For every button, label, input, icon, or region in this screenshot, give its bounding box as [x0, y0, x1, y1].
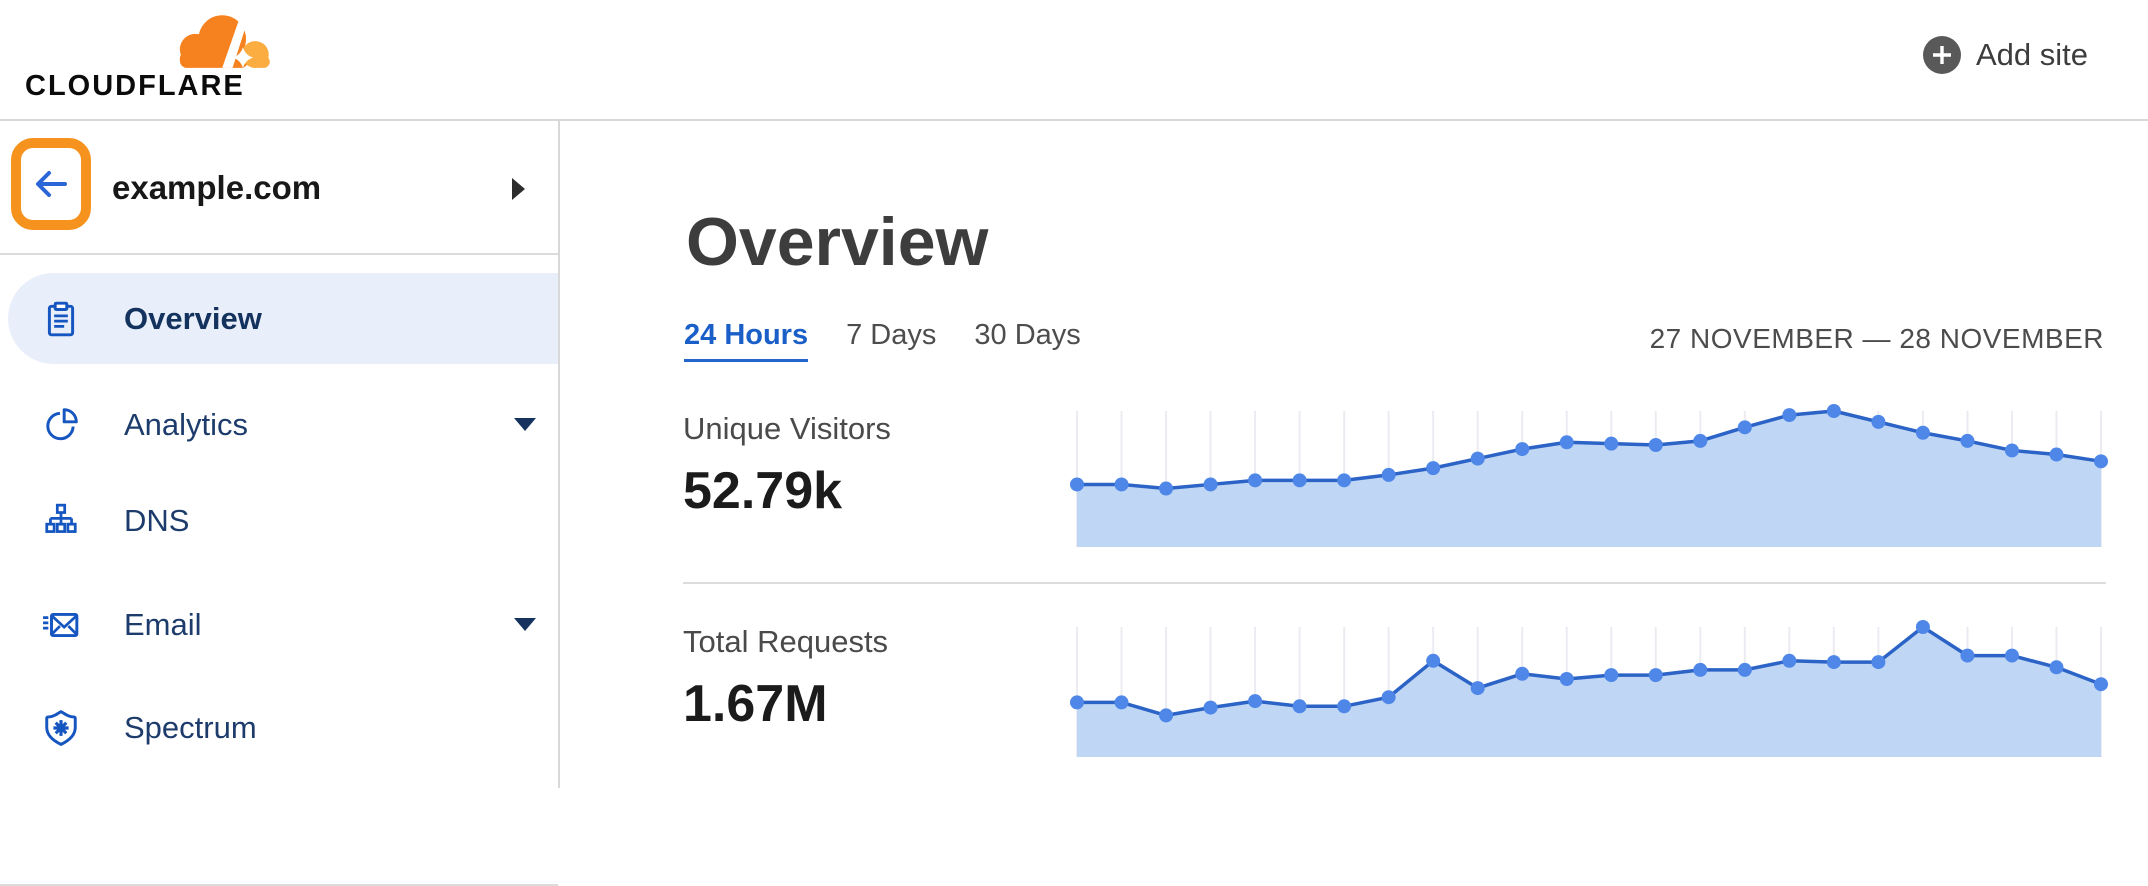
- total-requests-chart[interactable]: [1070, 620, 2108, 757]
- sidebar-item-label: Spectrum: [124, 710, 257, 745]
- add-site-button[interactable]: Add site: [1922, 32, 2088, 78]
- shield-icon: [45, 710, 77, 746]
- unique-visitors-chart[interactable]: [1070, 404, 2108, 547]
- sidebar: example.com Overview Analytics: [0, 121, 560, 886]
- section-divider: [683, 582, 2106, 584]
- envelope-icon: [43, 612, 79, 638]
- annotation-highlight: [11, 138, 91, 230]
- chevron-down-icon[interactable]: [514, 618, 536, 632]
- add-site-label: Add site: [1975, 37, 2088, 72]
- sidebar-item-email[interactable]: Email: [0, 594, 558, 656]
- chevron-right-icon[interactable]: [512, 178, 526, 200]
- network-icon: [45, 503, 77, 533]
- metric-value-total-requests: 1.67M: [683, 675, 828, 733]
- cloudflare-logo[interactable]: CLOUDFLARE: [25, 6, 270, 114]
- sidebar-item-analytics[interactable]: Analytics: [0, 394, 558, 456]
- site-switcher-row: example.com: [0, 121, 558, 255]
- clipboard-icon: [47, 301, 75, 336]
- sidebar-item-label: Email: [124, 607, 202, 642]
- tab-24-hours[interactable]: 24 Hours: [684, 319, 809, 362]
- tab-7-days[interactable]: 7 Days: [846, 319, 937, 351]
- sidebar-item-spectrum[interactable]: Spectrum: [0, 697, 558, 759]
- cloudflare-cloud-icon: [179, 15, 270, 68]
- tab-30-days[interactable]: 30 Days: [974, 319, 1081, 351]
- sidebar-item-dns[interactable]: DNS: [0, 490, 558, 552]
- metric-value-unique-visitors: 52.79k: [683, 462, 843, 520]
- sidebar-item-label: DNS: [124, 503, 190, 538]
- time-range-tabs: 24 Hours 7 Days 30 Days: [684, 319, 1081, 362]
- back-button[interactable]: [21, 148, 81, 220]
- pie-chart-icon: [46, 408, 78, 441]
- cloudflare-wordmark: CLOUDFLARE: [25, 70, 245, 102]
- site-name[interactable]: example.com: [112, 169, 322, 206]
- metric-label-total-requests: Total Requests: [683, 624, 889, 659]
- arrow-left-icon: [36, 171, 67, 197]
- sidebar-item-label: Overview: [124, 300, 262, 336]
- plus-circle-icon: [1922, 36, 1961, 74]
- sidebar-item-label: Analytics: [124, 407, 249, 442]
- top-header: CLOUDFLARE Add site: [0, 0, 2148, 121]
- metric-label-unique-visitors: Unique Visitors: [683, 411, 891, 446]
- main-content: Overview 24 Hours 7 Days 30 Days 27 NOVE…: [562, 121, 2148, 788]
- sidebar-item-overview[interactable]: Overview: [0, 273, 558, 364]
- active-item-highlight: [8, 273, 558, 364]
- date-range-label: 27 NOVEMBER — 28 NOVEMBER: [1649, 323, 2104, 354]
- chevron-down-icon[interactable]: [514, 418, 536, 432]
- page-title: Overview: [686, 204, 989, 280]
